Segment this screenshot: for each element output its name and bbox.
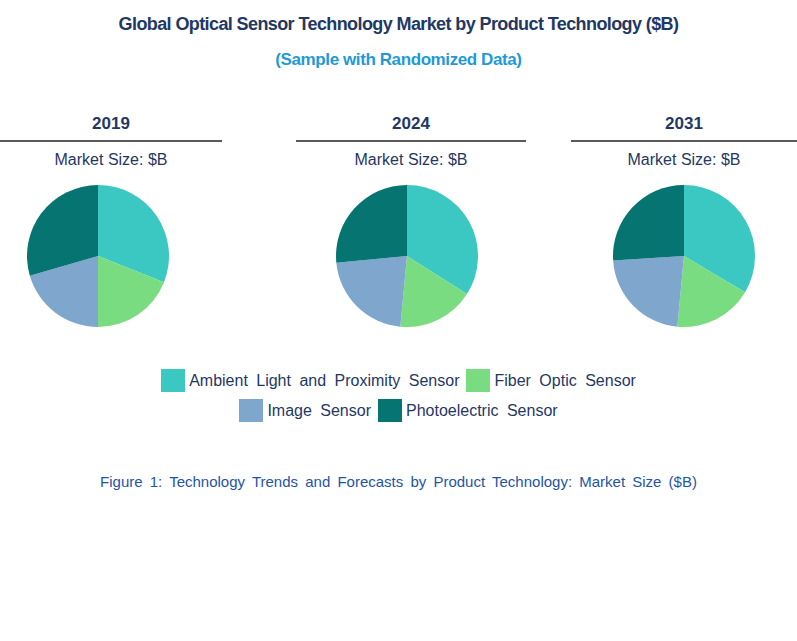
header-underline	[571, 140, 797, 142]
pie-slice-image-sensor	[613, 256, 684, 327]
legend-swatch-ambient-light-icon	[161, 369, 185, 392]
legend-item-fiber-optic-sensor: Fiber Optic Sensor	[466, 369, 635, 392]
pie-slice-photoelectric-sensor	[336, 185, 407, 263]
legend-item-photoelectric-sensor: Photoelectric Sensor	[378, 399, 558, 422]
pie-wrap-2031	[571, 185, 797, 327]
legend: Ambient Light and Proximity Sensor Fiber…	[0, 369, 797, 422]
pie-chart-2019	[27, 185, 169, 327]
pie-columns: 2019 Market Size: $B 2024 Market Size: $…	[0, 114, 797, 327]
market-size-label: Market Size: $B	[0, 151, 222, 169]
pie-slice-photoelectric-sensor	[613, 185, 684, 260]
year-header-2031: 2031	[571, 114, 797, 140]
pie-chart-2031	[613, 185, 755, 327]
pie-slice-image-sensor	[336, 256, 407, 327]
legend-swatch-photoelectric-icon	[378, 399, 402, 422]
year-column-2019: 2019 Market Size: $B	[0, 114, 222, 327]
year-header-2019: 2019	[0, 114, 222, 140]
year-header-2024: 2024	[296, 114, 526, 140]
figure-caption: Figure 1: Technology Trends and Forecast…	[0, 473, 797, 490]
market-size-label: Market Size: $B	[296, 151, 526, 169]
legend-label: Image Sensor	[267, 402, 371, 420]
legend-label: Ambient Light and Proximity Sensor	[189, 372, 459, 390]
chart-title: Global Optical Sensor Technology Market …	[0, 14, 797, 35]
legend-label: Fiber Optic Sensor	[494, 372, 635, 390]
header-underline	[296, 140, 526, 142]
legend-item-image-sensor: Image Sensor	[239, 399, 371, 422]
market-size-label: Market Size: $B	[571, 151, 797, 169]
legend-row-1: Ambient Light and Proximity Sensor Fiber…	[161, 369, 636, 392]
chart-subtitle: (Sample with Randomized Data)	[0, 50, 797, 70]
legend-swatch-image-sensor-icon	[239, 399, 263, 422]
year-column-2024: 2024 Market Size: $B	[296, 114, 526, 327]
legend-swatch-fiber-optic-icon	[466, 369, 490, 392]
legend-row-2: Image Sensor Photoelectric Sensor	[239, 399, 557, 422]
legend-item-ambient-light-and-proximity-sensor: Ambient Light and Proximity Sensor	[161, 369, 459, 392]
year-column-2031: 2031 Market Size: $B	[571, 114, 797, 327]
pie-wrap-2024	[296, 185, 526, 327]
pie-chart-2024	[336, 185, 478, 327]
legend-label: Photoelectric Sensor	[406, 402, 558, 420]
pie-wrap-2019	[0, 185, 222, 327]
header-underline	[0, 140, 222, 142]
chart-canvas: Global Optical Sensor Technology Market …	[0, 14, 797, 641]
